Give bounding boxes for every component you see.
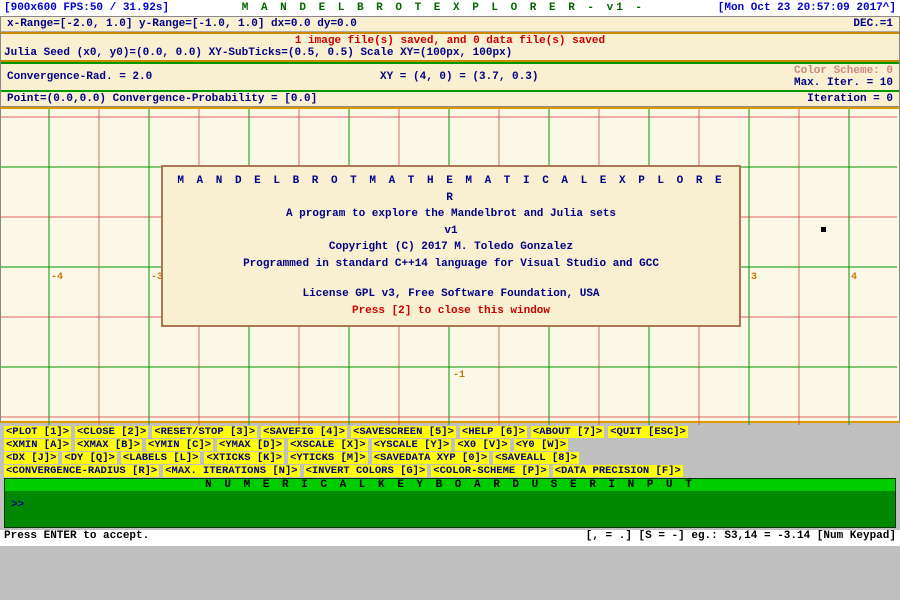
plot-area[interactable]: -4-334-11 M A N D E L B R O T M A T H E … (0, 107, 900, 423)
cmd-button[interactable]: <XSCALE [X]> (288, 439, 368, 451)
cmd-button[interactable]: <XMAX [B]> (75, 439, 142, 451)
cmd-button[interactable]: <Y0 [W]> (514, 439, 568, 451)
about-line4: Programmed in standard C++14 language fo… (173, 256, 729, 273)
cmd-row-3: <DX [J]> <DY [Q]> <LABELS [L]><XTICKS [K]>… (4, 452, 896, 464)
cmd-button[interactable]: <XMIN [A]> (4, 439, 71, 451)
svg-text:-4: -4 (51, 272, 63, 283)
about-line1: A program to explore the Mandelbrot and … (173, 206, 729, 223)
cmd-button[interactable]: <MAX. ITERATIONS [N]> (163, 465, 299, 477)
iteration-info: Iteration = 0 (807, 93, 893, 105)
cmd-button[interactable]: <YMIN [C]> (146, 439, 213, 451)
cmd-button[interactable]: <LABELS [L]> (121, 452, 201, 464)
cmd-button[interactable]: <SAVEFIG [4]> (261, 426, 347, 438)
svg-text:4: 4 (851, 272, 857, 283)
svg-text:-1: -1 (453, 370, 465, 381)
cmd-button[interactable]: <SAVESCREEN [5]> (351, 426, 456, 438)
cmd-button[interactable]: <DATA PRECISION [F]> (553, 465, 683, 477)
range-info: x-Range=[-2.0, 1.0] y-Range=[-1.0, 1.0] … (7, 18, 357, 30)
julia-info: Julia Seed (x0, y0)=(0.0, 0.0) XY-SubTic… (2, 47, 512, 59)
status-bar: Press ENTER to accept. [, = .] [S = -] e… (0, 530, 900, 546)
cmd-button[interactable]: <HELP [6]> (460, 426, 527, 438)
datetime: [Mon Oct 23 20:57:09 2017^] (718, 2, 896, 14)
about-line2: v1 (173, 223, 729, 240)
cmd-button[interactable]: <YTICKS [M]> (288, 452, 368, 464)
app-title: M A N D E L B R O T E X P L O R E R - v1… (242, 2, 645, 14)
cmd-button[interactable]: <YSCALE [Y]> (372, 439, 452, 451)
command-panel: <PLOT [1]> <CLOSE [2]> <RESET/STOP [3]> <SA… (0, 423, 900, 530)
status-right: [, = .] [S = -] eg.: S3,14 = -3.14 [Num … (586, 530, 896, 546)
about-line5: License GPL v3, Free Software Foundation… (173, 286, 729, 303)
input-prompt[interactable]: >> (5, 491, 895, 519)
cmd-button[interactable]: <CONVERGENCE-RADIUS [R]> (4, 465, 159, 477)
dec-info: DEC.=1 (853, 18, 893, 30)
about-close-hint: Press [2] to close this window (173, 303, 729, 320)
cmd-button[interactable]: <SAVEALL [8]> (493, 452, 579, 464)
cmd-row-4: <CONVERGENCE-RADIUS [R]> <MAX. ITERATIONS… (4, 465, 896, 477)
cmd-row-1: <PLOT [1]> <CLOSE [2]> <RESET/STOP [3]> <SA… (4, 426, 896, 438)
about-dialog: M A N D E L B R O T M A T H E M A T I C … (161, 165, 741, 327)
cmd-button[interactable]: <YMAX [D]> (217, 439, 284, 451)
cmd-button[interactable]: <DX [J]> (4, 452, 58, 464)
cmd-button[interactable]: <DY [Q]> (62, 452, 116, 464)
fps-info: [900x600 FPS:50 / 31.92s] (4, 2, 169, 14)
color-scheme: Color Scheme: 0 (794, 65, 893, 77)
cmd-button[interactable]: <SAVEDATA XYP [0]> (372, 452, 489, 464)
cmd-button[interactable]: <COLOR-SCHEME [P]> (431, 465, 548, 477)
xy-pos: XY = (4, 0) = (3.7, 0.3) (380, 71, 538, 83)
cmd-button[interactable]: <CLOSE [2]> (75, 426, 148, 438)
saved-info: 1 image file(s) saved, and 0 data file(s… (295, 35, 605, 47)
input-header: N U M E R I C A L K E Y B O A R D U S E … (5, 479, 895, 491)
cmd-button[interactable]: <ABOUT [7]> (531, 426, 604, 438)
title-bar: [900x600 FPS:50 / 31.92s] M A N D E L B … (0, 0, 900, 16)
input-box[interactable]: N U M E R I C A L K E Y B O A R D U S E … (4, 478, 896, 528)
cmd-button[interactable]: <X0 [V]> (455, 439, 509, 451)
about-line3: Copyright (C) 2017 M. Toledo Gonzalez (173, 239, 729, 256)
cmd-button[interactable]: <XTICKS [K]> (204, 452, 284, 464)
cmd-button[interactable]: <PLOT [1]> (4, 426, 71, 438)
max-iter: Max. Iter. = 10 (794, 77, 893, 89)
cmd-button[interactable]: <INVERT COLORS [G]> (304, 465, 428, 477)
about-title: M A N D E L B R O T M A T H E M A T I C … (173, 173, 729, 206)
cmd-button[interactable]: <QUIT [ESC]> (608, 426, 688, 438)
conv-rad: Convergence-Rad. = 2.0 (7, 71, 152, 83)
cmd-row-2: <XMIN [A]> <XMAX [B]> <YMIN [C]> <YMAX [D]>… (4, 439, 896, 451)
info-panel: x-Range=[-2.0, 1.0] y-Range=[-1.0, 1.0] … (0, 16, 900, 107)
point-info: Point=(0.0,0.0) Convergence-Probability … (7, 93, 317, 105)
status-left: Press ENTER to accept. (4, 530, 149, 546)
svg-text:3: 3 (751, 272, 757, 283)
cmd-button[interactable]: <RESET/STOP [3]> (152, 426, 257, 438)
